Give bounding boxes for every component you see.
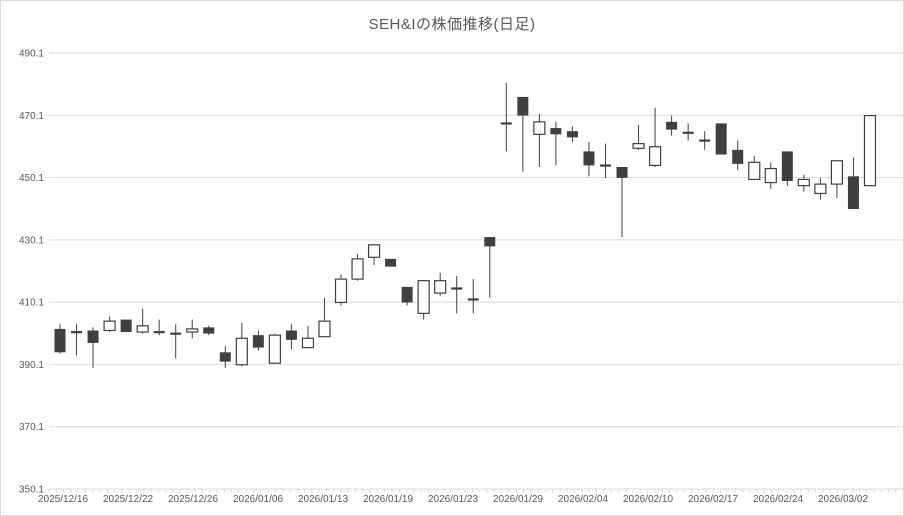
candle-up bbox=[334, 278, 348, 304]
x-axis-label: 2026/02/17 bbox=[688, 494, 738, 505]
candle-down bbox=[120, 319, 132, 333]
candle-down bbox=[401, 286, 413, 303]
candle-down bbox=[87, 330, 99, 343]
candle-up bbox=[417, 280, 430, 314]
x-axis-label: 2025/12/26 bbox=[168, 494, 218, 505]
x-axis-label: 2026/01/29 bbox=[493, 494, 543, 505]
candle-down bbox=[219, 352, 231, 362]
candle-up bbox=[318, 320, 331, 338]
x-axis-label: 2026/01/06 bbox=[233, 494, 283, 505]
candle-down bbox=[517, 96, 529, 116]
candle-doji bbox=[699, 139, 711, 142]
candle-up bbox=[268, 334, 281, 364]
candle-down bbox=[732, 149, 744, 164]
candle-up bbox=[186, 328, 199, 333]
candle-up bbox=[136, 325, 149, 333]
candle-up bbox=[797, 178, 810, 187]
candle-down bbox=[550, 128, 562, 135]
y-axis-label: 470.1 bbox=[19, 111, 44, 122]
candle-down bbox=[583, 151, 595, 166]
candle-doji bbox=[500, 122, 512, 125]
x-axis-label: 2026/02/10 bbox=[623, 494, 673, 505]
candle-down bbox=[847, 176, 859, 210]
candle-up bbox=[103, 320, 116, 332]
candle-up bbox=[235, 337, 248, 366]
x-axis-label: 2026/03/02 bbox=[818, 494, 868, 505]
y-axis-label: 390.1 bbox=[19, 360, 44, 371]
candle-down bbox=[616, 166, 628, 178]
candle-down bbox=[385, 258, 397, 267]
candle-up bbox=[367, 244, 381, 258]
candle-down bbox=[484, 237, 496, 247]
y-axis-label: 370.1 bbox=[19, 422, 44, 433]
candle-down bbox=[285, 330, 297, 340]
candle-down bbox=[203, 327, 215, 334]
x-axis-label: 2026/02/04 bbox=[558, 494, 608, 505]
candle-doji bbox=[467, 298, 479, 301]
candle-down bbox=[54, 328, 66, 353]
candle-up bbox=[814, 183, 827, 195]
x-axis-label: 2025/12/22 bbox=[103, 494, 153, 505]
candle-doji bbox=[153, 331, 165, 334]
candle-down bbox=[715, 123, 727, 155]
candle-up bbox=[830, 160, 844, 185]
candle-up bbox=[648, 146, 662, 167]
y-axis-label: 490.1 bbox=[19, 49, 44, 60]
candle-up bbox=[748, 161, 761, 181]
chart-title: SEH&Iの株価推移(日足) bbox=[368, 16, 536, 33]
x-axis-label: 2026/02/24 bbox=[753, 494, 803, 505]
candle-up bbox=[764, 167, 777, 184]
y-axis-label: 430.1 bbox=[19, 235, 44, 246]
x-axis-label: 2025/12/16 bbox=[38, 494, 88, 505]
candle-doji bbox=[170, 332, 182, 335]
y-axis-label: 350.1 bbox=[19, 485, 44, 496]
y-axis-label: 450.1 bbox=[19, 173, 44, 184]
candle-up bbox=[863, 114, 877, 187]
candle-down bbox=[781, 151, 793, 181]
candle-doji bbox=[71, 331, 83, 334]
candle-doji bbox=[682, 131, 694, 134]
candle-up bbox=[632, 143, 645, 149]
x-axis-label: 2026/01/19 bbox=[363, 494, 413, 505]
candle-down bbox=[666, 121, 678, 130]
candle-down bbox=[566, 131, 578, 138]
candle-up bbox=[434, 280, 447, 294]
x-axis-label: 2026/01/13 bbox=[298, 494, 348, 505]
candle-up bbox=[301, 337, 315, 349]
y-axis-label: 410.1 bbox=[19, 298, 44, 309]
candle-up bbox=[351, 258, 364, 280]
candle-down bbox=[252, 335, 264, 348]
candle-up bbox=[533, 121, 546, 135]
candle-doji bbox=[599, 164, 611, 167]
candle-doji bbox=[451, 287, 463, 290]
x-axis-label: 2026/01/23 bbox=[428, 494, 478, 505]
